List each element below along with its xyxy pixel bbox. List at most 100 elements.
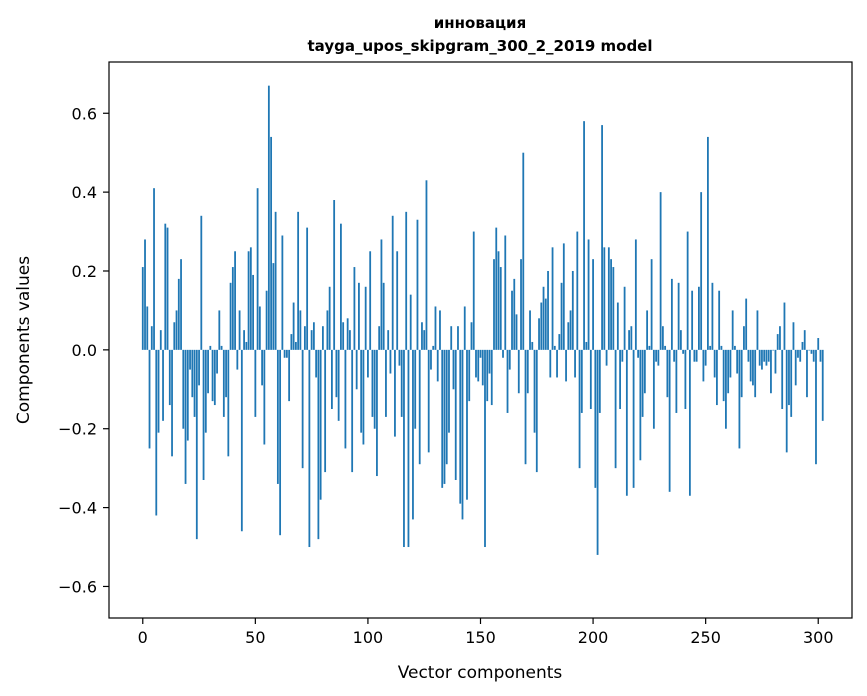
bar [373, 349, 376, 429]
bar [790, 349, 793, 417]
bar [497, 251, 500, 350]
bar [754, 349, 757, 398]
bar [673, 349, 676, 362]
bar [522, 152, 525, 350]
bar [756, 310, 759, 350]
bar [569, 310, 572, 350]
bar [254, 349, 257, 417]
bar [652, 349, 655, 429]
bar [745, 298, 748, 350]
bar [191, 349, 194, 398]
bar [704, 349, 707, 366]
bar [380, 239, 383, 350]
bar [324, 349, 327, 473]
bar [565, 349, 567, 382]
bar [340, 223, 342, 350]
bar [643, 349, 646, 394]
bar [306, 227, 309, 350]
bar [398, 349, 401, 366]
bar [198, 349, 200, 386]
bar [425, 180, 428, 350]
bar [407, 349, 410, 548]
bar [209, 345, 212, 350]
bar [360, 349, 363, 433]
x-axis-title: Vector components [398, 663, 563, 683]
bar [430, 349, 432, 370]
bar [592, 259, 594, 350]
bar [164, 223, 167, 350]
bar [594, 349, 597, 488]
bar [150, 326, 153, 350]
bar [288, 349, 291, 402]
bar [177, 278, 180, 350]
bar [677, 282, 680, 350]
bar [416, 219, 419, 350]
bar [607, 247, 610, 350]
bar [385, 349, 387, 417]
bar [459, 349, 462, 504]
x-tick-label: 300 [803, 628, 834, 647]
bar [256, 188, 259, 350]
bar [781, 349, 784, 410]
bar [247, 251, 250, 350]
bar [792, 322, 795, 350]
bar [225, 349, 227, 398]
bar [535, 349, 538, 473]
bar [803, 330, 806, 350]
bar [231, 267, 234, 350]
bar [472, 231, 475, 350]
bar [423, 330, 426, 350]
bar [312, 322, 315, 350]
bar [670, 278, 673, 350]
bar [180, 259, 182, 350]
bar [236, 349, 239, 370]
bar [693, 349, 696, 362]
bar [292, 302, 295, 350]
bar [731, 310, 734, 350]
bar [443, 349, 446, 484]
y-tick-label: 0.4 [72, 183, 97, 202]
x-tick-label: 100 [353, 628, 384, 647]
bar [364, 286, 367, 350]
y-tick-label: −0.4 [58, 499, 97, 518]
y-tick-label: 0.0 [72, 341, 97, 360]
bar [720, 345, 723, 350]
bar [734, 345, 736, 350]
bar [743, 326, 745, 350]
bar [274, 211, 277, 350]
bar [186, 349, 189, 441]
bar [711, 282, 714, 350]
bar [369, 251, 372, 350]
bar [168, 349, 171, 406]
bar [319, 349, 322, 500]
bar [204, 349, 207, 433]
bar [504, 235, 507, 350]
bar [173, 322, 176, 350]
bar [283, 349, 286, 358]
bar [770, 349, 772, 394]
bar [267, 85, 270, 350]
bar [542, 286, 545, 350]
bar [389, 349, 392, 374]
bar [601, 125, 603, 350]
bar [448, 349, 450, 433]
bar [238, 310, 241, 350]
bar [524, 349, 527, 465]
bar [736, 349, 739, 374]
bar [515, 314, 518, 350]
bar [688, 349, 691, 496]
bar [355, 349, 358, 390]
bar [326, 310, 329, 350]
bar [598, 349, 601, 413]
bar [556, 349, 558, 378]
bar [270, 136, 273, 350]
bar [391, 215, 394, 350]
bar [700, 192, 703, 350]
bar [540, 302, 543, 350]
bar [517, 349, 520, 394]
bar [819, 349, 822, 362]
bar [806, 349, 808, 398]
chart-subtitle: tayga_upos_skipgram_300_2_2019 model [308, 37, 653, 55]
bar [612, 267, 615, 350]
bar [639, 349, 642, 461]
